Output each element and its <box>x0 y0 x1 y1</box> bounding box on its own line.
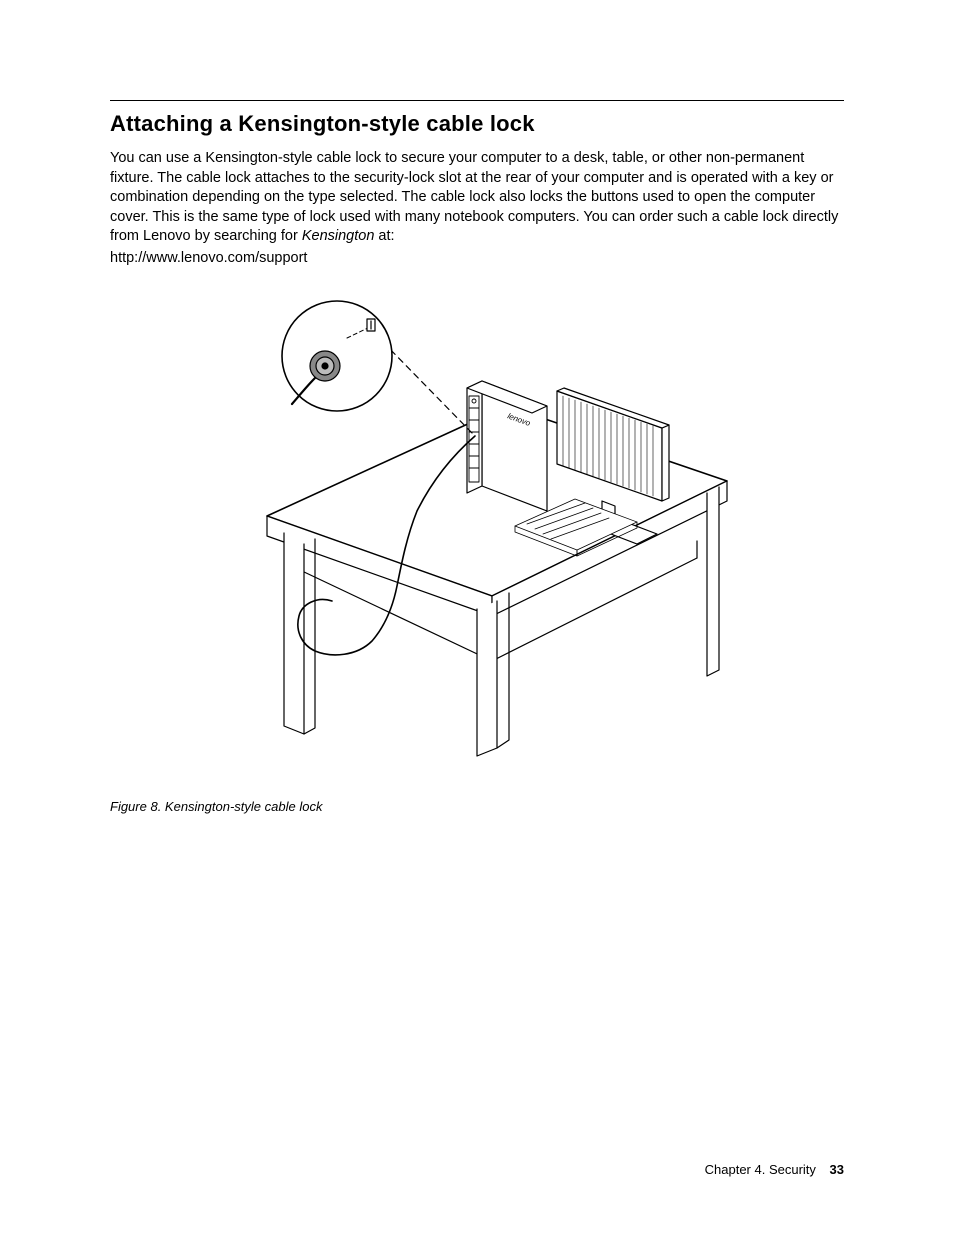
section-rule <box>110 100 844 101</box>
footer-page-number: 33 <box>830 1162 844 1177</box>
kensington-lock-diagram: lenovo <box>207 286 747 766</box>
para-italic: Kensington <box>302 228 375 244</box>
figure-wrapper: lenovo <box>110 286 844 814</box>
figure-caption: Figure 8. Kensington-style cable lock <box>110 799 844 814</box>
support-url: http://www.lenovo.com/support <box>110 249 844 269</box>
section-heading: Attaching a Kensington-style cable lock <box>110 111 844 137</box>
page-footer: Chapter 4. Security 33 <box>705 1162 844 1177</box>
body-paragraph: You can use a Kensington-style cable loc… <box>110 149 844 247</box>
para-before-italic: You can use a Kensington-style cable loc… <box>110 150 838 244</box>
para-after-italic: at: <box>374 228 394 244</box>
footer-chapter: Chapter 4. Security <box>705 1162 816 1177</box>
